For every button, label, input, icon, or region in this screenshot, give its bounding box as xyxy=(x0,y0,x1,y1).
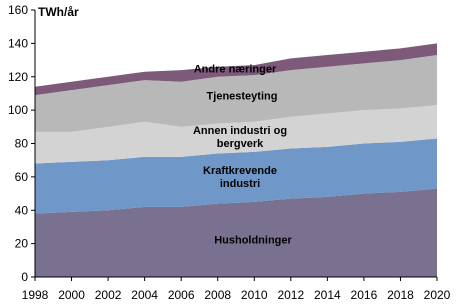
y-tick-label: 40 xyxy=(15,203,29,217)
x-tick-label: 2012 xyxy=(277,288,304,302)
series-label: Tjenesteyting xyxy=(206,90,278,103)
area xyxy=(35,105,437,164)
area xyxy=(35,138,437,214)
y-tick-label: 20 xyxy=(15,237,29,251)
y-tick-label: 0 xyxy=(21,270,28,284)
x-tick-label: 2014 xyxy=(314,288,341,302)
y-tick-label: 140 xyxy=(8,36,28,50)
x-tick-label: 2008 xyxy=(204,288,231,302)
x-tick-label: 2004 xyxy=(131,288,158,302)
x-tick-label: 1998 xyxy=(22,288,49,302)
x-tick-label: 2000 xyxy=(58,288,85,302)
x-tick-label: 2020 xyxy=(424,288,451,302)
x-tick-label: 2016 xyxy=(351,288,378,302)
area xyxy=(35,43,437,96)
y-tick-label: 60 xyxy=(15,170,29,184)
y-tick-label: 80 xyxy=(15,137,29,151)
x-tick-label: 2002 xyxy=(95,288,122,302)
series-label: Husholdninger xyxy=(214,234,292,247)
y-axis-label: TWh/år xyxy=(38,5,79,19)
series-label: Annen industri og bergverk xyxy=(192,125,288,150)
area xyxy=(35,188,437,277)
x-tick-label: 2010 xyxy=(241,288,268,302)
y-tick-label: 120 xyxy=(8,70,28,84)
y-tick-label: 100 xyxy=(8,103,28,117)
y-tick-label: 160 xyxy=(8,3,28,17)
x-tick-label: 2018 xyxy=(387,288,414,302)
series-label: Kraftkrevende industri xyxy=(203,165,277,190)
series-label: Andre næringer xyxy=(193,63,277,76)
x-tick-label: 2006 xyxy=(168,288,195,302)
area xyxy=(35,55,437,132)
